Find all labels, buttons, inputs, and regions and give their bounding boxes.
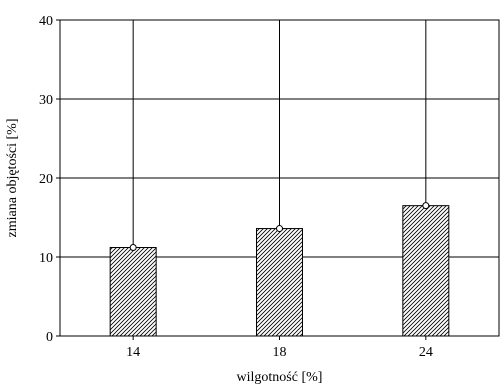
bar-24 (402, 205, 450, 337)
axes (56, 19, 500, 340)
bar-marker-18 (276, 225, 283, 233)
bar-marker-14 (129, 244, 137, 252)
bar-14 (109, 247, 157, 337)
x-tick-label-24: 24 (419, 345, 433, 360)
y-tick-label-0: 0 (46, 330, 53, 345)
y-tick-labels: 0 10 20 30 40 (39, 14, 53, 345)
y-tick-label-10: 10 (39, 251, 53, 266)
x-tick-label-14: 14 (126, 345, 140, 360)
x-tick-labels: 14 18 24 (126, 345, 433, 360)
bar-marker-24 (422, 202, 430, 210)
y-tick-label-40: 40 (39, 14, 53, 29)
error-bars (132, 20, 427, 248)
y-tick-label-20: 20 (39, 172, 53, 187)
y-tick-label-30: 30 (39, 93, 53, 108)
x-tick-label-18: 18 (273, 345, 287, 360)
bar-18 (256, 228, 303, 337)
x-axis-label: wilgotność [%] (237, 370, 323, 385)
bar-markers (129, 202, 430, 252)
y-axis-label: zmiana objętości [%] (5, 119, 20, 238)
